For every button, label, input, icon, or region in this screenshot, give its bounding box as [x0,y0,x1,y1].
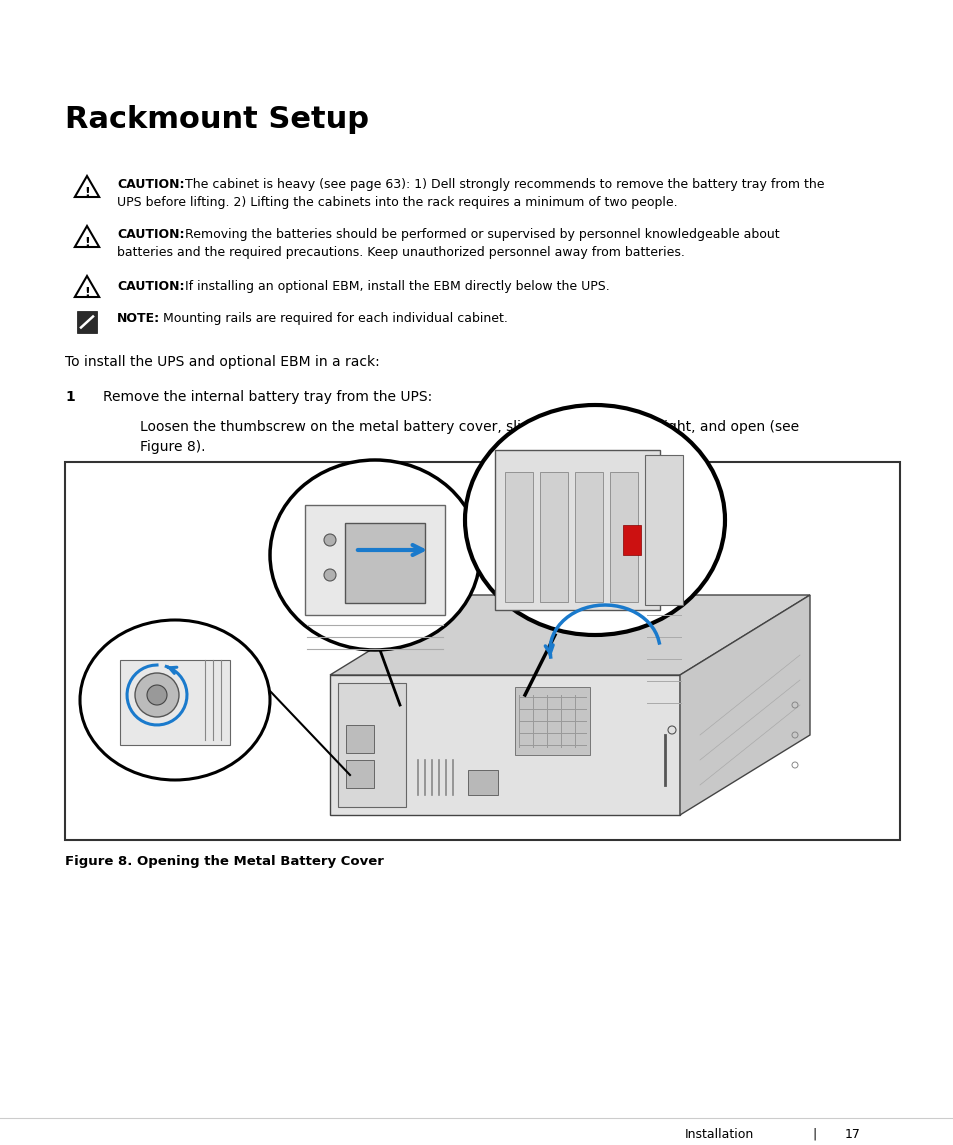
Text: Figure 8. Opening the Metal Battery Cover: Figure 8. Opening the Metal Battery Cove… [65,855,383,868]
Bar [644,455,682,605]
Bar [305,505,444,615]
Bar [346,760,374,788]
Text: Installation: Installation [684,1128,754,1142]
Text: The cabinet is heavy (see page 63): 1) Dell strongly recommends to remove the ba: The cabinet is heavy (see page 63): 1) D… [181,177,823,191]
Bar [77,311,97,333]
Bar [504,472,533,602]
Text: 17: 17 [844,1128,860,1142]
Text: Loosen the thumbscrew on the metal battery cover, slide the cover to the right, : Loosen the thumbscrew on the metal batte… [140,420,799,434]
Ellipse shape [464,405,724,635]
Bar [539,472,567,602]
Bar [337,684,406,807]
Text: batteries and the required precautions. Keep unauthorized personnel away from ba: batteries and the required precautions. … [117,246,684,259]
Circle shape [147,685,167,705]
Text: NOTE:: NOTE: [117,311,160,325]
Text: CAUTION:: CAUTION: [117,281,184,293]
Text: |: | [812,1128,817,1142]
Polygon shape [330,676,679,815]
Text: Removing the batteries should be performed or supervised by personnel knowledgea: Removing the batteries should be perform… [181,228,779,240]
Ellipse shape [80,619,270,780]
Bar [468,769,497,795]
Bar [65,461,899,840]
Bar [515,687,589,755]
Text: CAUTION:: CAUTION: [117,228,184,240]
Polygon shape [330,595,809,676]
Text: UPS before lifting. 2) Lifting the cabinets into the rack requires a minimum of : UPS before lifting. 2) Lifting the cabin… [117,196,677,210]
Bar [120,660,230,745]
Text: !: ! [84,185,90,198]
Bar [495,450,659,610]
Text: CAUTION:: CAUTION: [117,177,184,191]
Bar [346,725,374,753]
Bar [345,523,424,603]
Text: !: ! [84,285,90,299]
Polygon shape [679,595,809,815]
Text: Rackmount Setup: Rackmount Setup [65,105,369,134]
Text: Figure 8).: Figure 8). [140,440,205,455]
Text: 1: 1 [65,390,74,404]
Text: Remove the internal battery tray from the UPS:: Remove the internal battery tray from th… [103,390,432,404]
Circle shape [324,569,335,581]
Text: If installing an optional EBM, install the EBM directly below the UPS.: If installing an optional EBM, install t… [181,281,609,293]
Ellipse shape [270,460,479,650]
Circle shape [135,673,179,717]
Bar [575,472,602,602]
Text: Mounting rails are required for each individual cabinet.: Mounting rails are required for each ind… [159,311,507,325]
Text: !: ! [84,236,90,248]
Circle shape [324,534,335,546]
Text: To install the UPS and optional EBM in a rack:: To install the UPS and optional EBM in a… [65,355,379,369]
Bar [622,526,640,555]
Bar [609,472,638,602]
